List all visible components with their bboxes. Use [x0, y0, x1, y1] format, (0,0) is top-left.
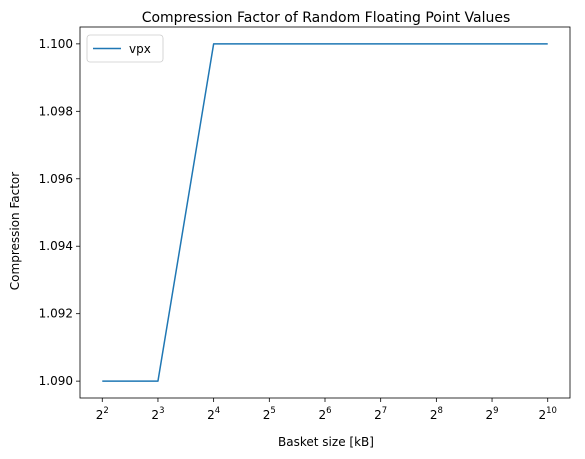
x-tick-label: 24: [207, 406, 220, 422]
series-line-vpx: [102, 43, 548, 382]
x-tick-exponent: 9: [493, 406, 498, 416]
x-tick-label: 29: [486, 406, 499, 422]
x-tick-exponent: 7: [382, 406, 387, 416]
x-tick-base: 2: [318, 408, 326, 422]
y-axis-label: Compression Factor: [8, 172, 22, 290]
y-tick-label: 1.098: [39, 104, 73, 118]
y-tick-label: 1.090: [39, 374, 73, 388]
x-tick-label: 23: [151, 406, 164, 422]
legend-box: [86, 34, 164, 63]
legend: vpx: [86, 34, 164, 63]
x-tick-exponent: 8: [437, 406, 442, 416]
x-tick-label: 210: [538, 406, 556, 422]
x-tick-exponent: 10: [546, 406, 557, 416]
series-layer: [102, 43, 548, 382]
x-tick-label: 27: [374, 406, 387, 422]
x-tick-base: 2: [207, 408, 215, 422]
x-tick-base: 2: [538, 408, 546, 422]
x-tick-label: 28: [430, 406, 443, 422]
x-tick-base: 2: [430, 408, 438, 422]
x-tick-exponent: 5: [270, 406, 275, 416]
x-tick-label: 25: [263, 406, 276, 422]
x-tick-base: 2: [151, 408, 159, 422]
x-tick-base: 2: [486, 408, 494, 422]
x-tick-base: 2: [96, 408, 104, 422]
x-tick-base: 2: [374, 408, 382, 422]
x-tick-exponent: 4: [215, 406, 220, 416]
legend-label-vpx: vpx: [129, 42, 151, 56]
x-axis-label: Basket size [kB]: [278, 435, 374, 449]
y-tick-label: 1.096: [39, 172, 73, 186]
y-tick-label: 1.094: [39, 239, 73, 253]
x-tick-label: 22: [96, 406, 109, 422]
y-tick-label: 1.092: [39, 307, 73, 321]
x-tick-base: 2: [263, 408, 271, 422]
x-tick-exponent: 2: [103, 406, 108, 416]
plot-frame: [79, 26, 571, 399]
x-tick-label: 26: [318, 406, 331, 422]
y-tick-label: 1.100: [39, 37, 73, 51]
x-tick-exponent: 6: [326, 406, 331, 416]
chart-title: Compression Factor of Random Floating Po…: [142, 10, 511, 26]
x-tick-exponent: 3: [159, 406, 164, 416]
